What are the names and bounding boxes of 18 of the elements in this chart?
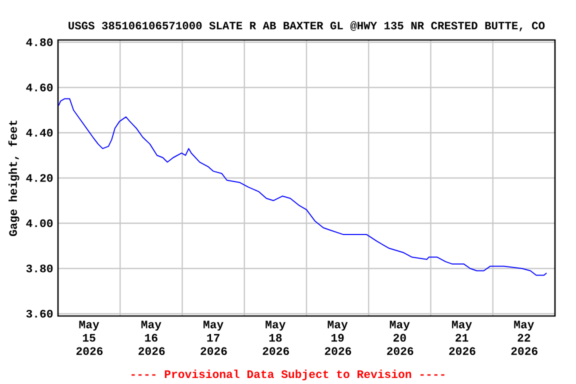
- y-tick-label: 3.80: [26, 264, 53, 272]
- x-tick-label: May 19 2026: [324, 320, 352, 356]
- y-tick-label: 4.80: [26, 38, 53, 46]
- x-tick-label: May 16 2026: [138, 320, 165, 356]
- chart-title: USGS 385106106571000 SLATE R AB BAXTER GL @HWY 135 NR CRESTED BUTTE, CO: [68, 21, 545, 32]
- y-axis-title: Gage height, feet: [8, 120, 20, 236]
- y-tick-label: 4.20: [26, 174, 53, 182]
- y-tick-label: 3.60: [26, 310, 53, 318]
- x-tick-label: May 18 2026: [262, 320, 289, 356]
- x-tick-label: May 21 2026: [449, 320, 476, 356]
- y-tick-label: 4.00: [26, 219, 53, 228]
- x-tick-label: May 20 2026: [387, 320, 414, 356]
- x-tick-label: May 17 2026: [200, 320, 227, 356]
- y-tick-label: 4.60: [26, 84, 53, 92]
- x-tick-label: May 22 2026: [511, 320, 538, 356]
- text: ---- Provisional Data Subject to Revision ----: [132, 370, 444, 380]
- y-tick-label: 4.40: [26, 128, 53, 137]
- x-tick-label: May 15 2026: [76, 320, 103, 356]
